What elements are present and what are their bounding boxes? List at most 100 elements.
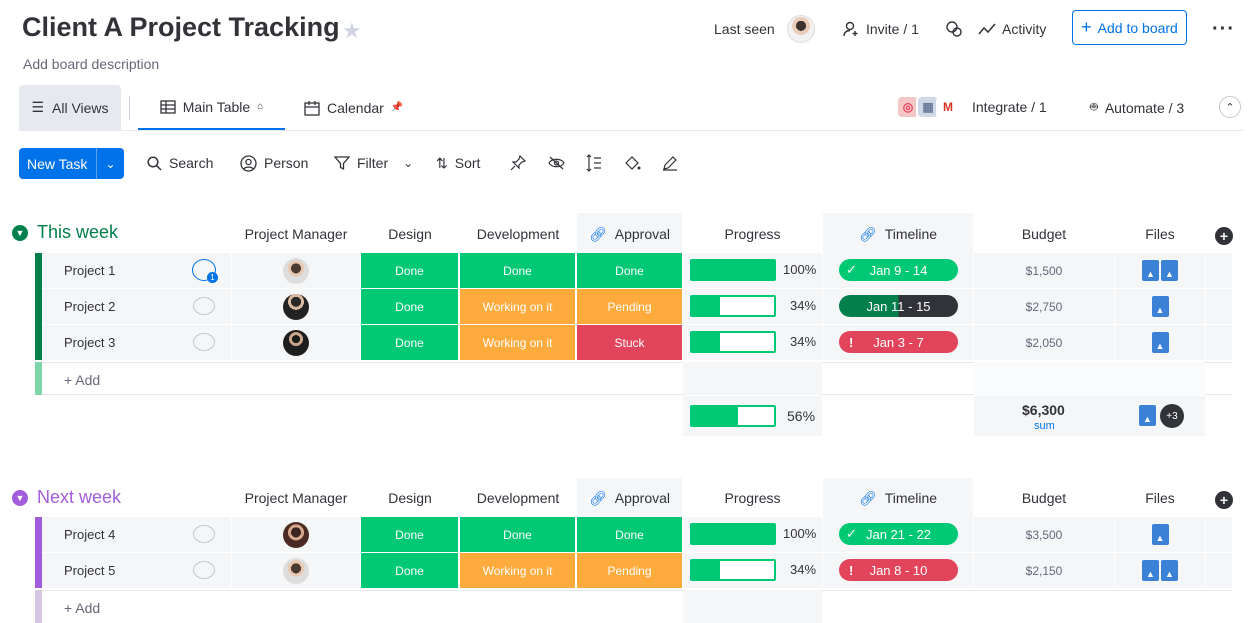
budget-cell[interactable]: $2,150 [974, 553, 1114, 588]
board-title[interactable]: Client A Project Tracking [22, 12, 340, 42]
status-badge[interactable]: Done [361, 517, 459, 552]
status-badge[interactable]: Working on it [460, 289, 576, 324]
sort-button[interactable]: ⇅ Sort [436, 152, 480, 174]
person-filter-button[interactable]: Person [240, 152, 308, 174]
google-drive-file-icon[interactable]: ▲ [1161, 560, 1178, 581]
google-drive-file-icon[interactable]: ▲ [1151, 332, 1169, 353]
activity-button[interactable]: Activity [978, 16, 1046, 42]
paint-bucket-icon[interactable] [624, 152, 641, 174]
files-summary[interactable]: ▲ [1138, 405, 1157, 427]
collapse-header-icon[interactable]: ⌃ [1219, 96, 1241, 118]
integrate-button[interactable]: ◎ ▦ M Integrate / 1 [896, 92, 1047, 122]
add-to-board-button[interactable]: + Add to board [1072, 10, 1187, 45]
person-cell[interactable] [232, 325, 360, 360]
budget-cell[interactable]: $3,500 [974, 517, 1114, 552]
status-badge[interactable]: Done [460, 253, 576, 288]
edit-icon[interactable] [662, 152, 678, 174]
add-column-icon[interactable]: + [1215, 491, 1233, 509]
group-name[interactable]: Next week [37, 487, 122, 507]
comment-icon[interactable] [193, 525, 215, 543]
search-button[interactable]: Search [147, 152, 213, 174]
person-cell[interactable] [232, 517, 360, 552]
column-header-timeline[interactable]: 🔗︎ Timeline [823, 214, 973, 254]
star-icon[interactable]: ★ [342, 18, 362, 43]
item-name[interactable]: Project 1 [64, 263, 116, 278]
new-task-button[interactable]: New Task ⌄ [19, 148, 124, 179]
files-cell[interactable]: ▲ [1115, 289, 1205, 324]
invite-button[interactable]: Invite / 1 [842, 16, 919, 42]
timeline-bar[interactable]: ✓ Jan 9 - 14 [839, 259, 958, 281]
status-badge[interactable]: Pending [577, 289, 682, 324]
timeline-bar[interactable]: ! Jan 8 - 10 [839, 559, 958, 581]
column-header-design[interactable]: Design [388, 226, 432, 242]
budget-cell[interactable]: $1,500 [974, 253, 1114, 288]
add-item-button[interactable]: + Add [64, 600, 101, 616]
chevron-down-icon[interactable]: ⌄ [96, 148, 124, 179]
files-cell[interactable]: ▲ [1115, 325, 1205, 360]
status-badge[interactable]: Pending [577, 553, 682, 588]
add-column-icon[interactable]: + [1215, 227, 1233, 245]
google-drive-file-icon[interactable]: ▲ [1151, 296, 1169, 317]
integrations-icon[interactable] [944, 16, 964, 42]
files-cell[interactable]: ▲ ▲ [1115, 253, 1205, 288]
comment-icon[interactable]: 1 [192, 259, 218, 283]
chevron-down-icon[interactable]: ⌄ [403, 156, 414, 170]
group-title[interactable]: ▼ This week [12, 222, 118, 243]
status-badge[interactable]: Done [577, 253, 682, 288]
add-item-button[interactable]: + Add [64, 372, 101, 388]
last-seen[interactable]: Last seen [714, 15, 815, 43]
more-options-icon[interactable]: ··· [1212, 18, 1235, 40]
all-views-button[interactable]: ☰ All Views [19, 85, 121, 130]
item-name[interactable]: Project 5 [64, 563, 116, 578]
timeline-bar[interactable]: ✓ Jan 21 - 22 [839, 523, 958, 545]
column-header-budget[interactable]: Budget [1021, 226, 1067, 242]
google-drive-file-icon[interactable]: ▲ [1151, 524, 1169, 545]
timeline-bar[interactable]: Jan 11 - 15 [839, 295, 958, 317]
status-badge[interactable]: Stuck [577, 325, 682, 360]
status-badge[interactable]: Done [361, 553, 459, 588]
column-header-approval[interactable]: 🔗︎ Approval [577, 478, 682, 518]
column-header-files[interactable]: Files [1145, 490, 1175, 506]
status-badge[interactable]: Done [361, 325, 459, 360]
column-header-budget[interactable]: Budget [1021, 490, 1067, 506]
status-badge[interactable]: Working on it [460, 325, 576, 360]
table-row[interactable]: Project 5 [42, 553, 231, 588]
chevron-down-icon[interactable]: ▼ [12, 489, 28, 506]
budget-cell[interactable]: $2,750 [974, 289, 1114, 324]
timeline-bar[interactable]: ! Jan 3 - 7 [839, 331, 958, 353]
column-header-progress[interactable]: Progress [724, 226, 781, 242]
item-name[interactable]: Project 2 [64, 299, 116, 314]
files-cell[interactable]: ▲ ▲ [1115, 553, 1205, 588]
column-header-approval[interactable]: 🔗︎ Approval [577, 214, 682, 254]
column-header-development[interactable]: Development [476, 490, 560, 506]
comment-icon[interactable] [193, 561, 215, 579]
comment-icon[interactable] [193, 297, 215, 315]
status-badge[interactable]: Done [460, 517, 576, 552]
files-cell[interactable]: ▲ [1115, 517, 1205, 552]
column-header-design[interactable]: Design [388, 490, 432, 506]
board-description[interactable]: Add board description [23, 56, 160, 72]
more-files-badge[interactable]: +3 [1160, 404, 1184, 428]
hide-icon[interactable] [548, 152, 565, 174]
column-header-pm[interactable]: Project Manager [244, 226, 348, 242]
chevron-down-icon[interactable]: ▼ [12, 224, 28, 241]
group-title[interactable]: ▼ Next week [12, 487, 121, 508]
google-drive-file-icon[interactable]: ▲ [1161, 260, 1178, 281]
google-drive-file-icon[interactable]: ▲ [1142, 560, 1159, 581]
budget-cell[interactable]: $2,050 [974, 325, 1114, 360]
add-row[interactable] [42, 590, 1232, 623]
add-row[interactable] [42, 362, 1232, 395]
automate-button[interactable]: 🤖︎ Automate / 3 [1090, 85, 1184, 130]
column-header-development[interactable]: Development [476, 226, 560, 242]
status-badge[interactable]: Done [361, 253, 459, 288]
status-badge[interactable]: Working on it [460, 553, 576, 588]
column-header-files[interactable]: Files [1145, 226, 1175, 242]
person-cell[interactable] [232, 253, 360, 288]
column-header-timeline[interactable]: 🔗︎ Timeline [823, 478, 973, 518]
group-name[interactable]: This week [37, 222, 119, 242]
status-badge[interactable]: Done [361, 289, 459, 324]
person-cell[interactable] [232, 553, 360, 588]
filter-button[interactable]: Filter ⌄ [334, 152, 413, 174]
column-header-progress[interactable]: Progress [724, 490, 781, 506]
item-name[interactable]: Project 4 [64, 527, 116, 542]
